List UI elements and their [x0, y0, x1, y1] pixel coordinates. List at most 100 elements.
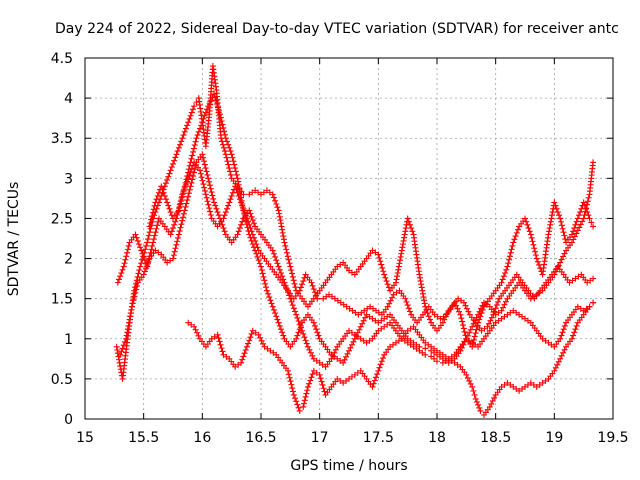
data-point: [464, 332, 471, 339]
data-point: [273, 201, 280, 208]
data-point: [228, 151, 235, 158]
data-point: [242, 347, 249, 354]
data-point: [270, 306, 277, 313]
data-point: [243, 221, 250, 228]
data-point: [297, 322, 304, 329]
data-point: [245, 228, 252, 235]
data-point: [249, 217, 256, 224]
data-point: [287, 295, 294, 302]
data-point: [288, 381, 295, 388]
data-point: [301, 334, 308, 341]
data-point: [185, 169, 192, 176]
data-point: [456, 308, 462, 315]
data-point: [375, 367, 382, 374]
data-point: [318, 378, 325, 385]
data-point: [206, 178, 213, 185]
data-point: [362, 314, 369, 321]
data-point: [302, 393, 309, 400]
data-point: [202, 191, 209, 198]
data-point: [181, 207, 188, 214]
data-point: [560, 349, 567, 356]
data-point: [398, 247, 405, 254]
data-point: [242, 214, 249, 221]
plot-frame: [84, 57, 614, 420]
data-point: [505, 260, 512, 267]
data-point: [221, 148, 228, 155]
data-point: [404, 215, 411, 222]
data-point: [269, 303, 276, 310]
data-point: [123, 253, 130, 260]
data-point: [588, 219, 595, 226]
data-point: [270, 194, 277, 201]
data-point: [469, 383, 476, 390]
data-point: [168, 228, 175, 235]
data-point: [306, 380, 313, 387]
data-point: [250, 244, 257, 251]
data-point: [250, 220, 257, 227]
data-point: [315, 332, 322, 339]
data-point: [351, 335, 358, 342]
data-point: [177, 141, 184, 148]
data-point: [402, 225, 409, 232]
data-point: [232, 168, 239, 175]
data-point: [127, 313, 134, 320]
x-axis-title: GPS time / hours: [290, 458, 407, 474]
data-point: [228, 192, 235, 199]
data-point: [137, 244, 144, 251]
data-point: [308, 279, 315, 286]
data-point: [573, 322, 580, 329]
data-point: [376, 254, 383, 261]
data-point: [239, 356, 246, 363]
data-point: [346, 347, 352, 354]
data-point: [485, 320, 492, 327]
data-point: [289, 302, 296, 309]
data-point: [143, 242, 150, 249]
data-point: [143, 265, 150, 272]
data-point: [340, 359, 347, 366]
data-point: [557, 215, 564, 222]
data-point: [269, 191, 276, 198]
grid: [85, 58, 613, 419]
data-point: [280, 332, 287, 339]
data-point: [488, 400, 495, 407]
data-point: [160, 189, 167, 196]
data-point: [377, 361, 384, 368]
data-point: [283, 286, 290, 293]
data-point: [301, 400, 308, 407]
data-point: [459, 318, 466, 325]
data-point: [547, 221, 554, 228]
data-point: [202, 187, 209, 194]
data-point: [458, 344, 465, 351]
data-point: [549, 209, 556, 216]
data-point: [475, 311, 482, 318]
data-point: [153, 225, 160, 232]
data-point: [397, 257, 404, 264]
data-point: [214, 209, 221, 216]
data-point: [285, 371, 292, 378]
data-point: [313, 326, 320, 333]
data-point: [395, 263, 402, 270]
data-point: [534, 258, 541, 265]
data-point: [577, 209, 584, 216]
data-point: [300, 330, 307, 337]
data-point: [527, 231, 534, 238]
data-point: [222, 135, 229, 142]
data-point: [193, 99, 200, 106]
y-tick-label: 3.5: [51, 131, 73, 147]
y-axis: 0 0.5 1 1.5 2 2.5 3 3.5 4 4.5: [51, 51, 613, 428]
data-point: [332, 346, 339, 353]
data-point: [145, 232, 152, 239]
data-point: [200, 154, 207, 161]
data-point: [238, 194, 245, 201]
data-point: [426, 316, 433, 323]
data-point: [225, 141, 232, 148]
data-point: [165, 202, 172, 209]
data-point: [184, 197, 191, 204]
data-point: [422, 351, 429, 358]
data-point: [304, 387, 311, 394]
data-point: [210, 195, 217, 202]
data-point: [246, 337, 253, 344]
data-point: [230, 158, 237, 165]
data-point: [146, 223, 153, 230]
data-point: [118, 348, 125, 355]
